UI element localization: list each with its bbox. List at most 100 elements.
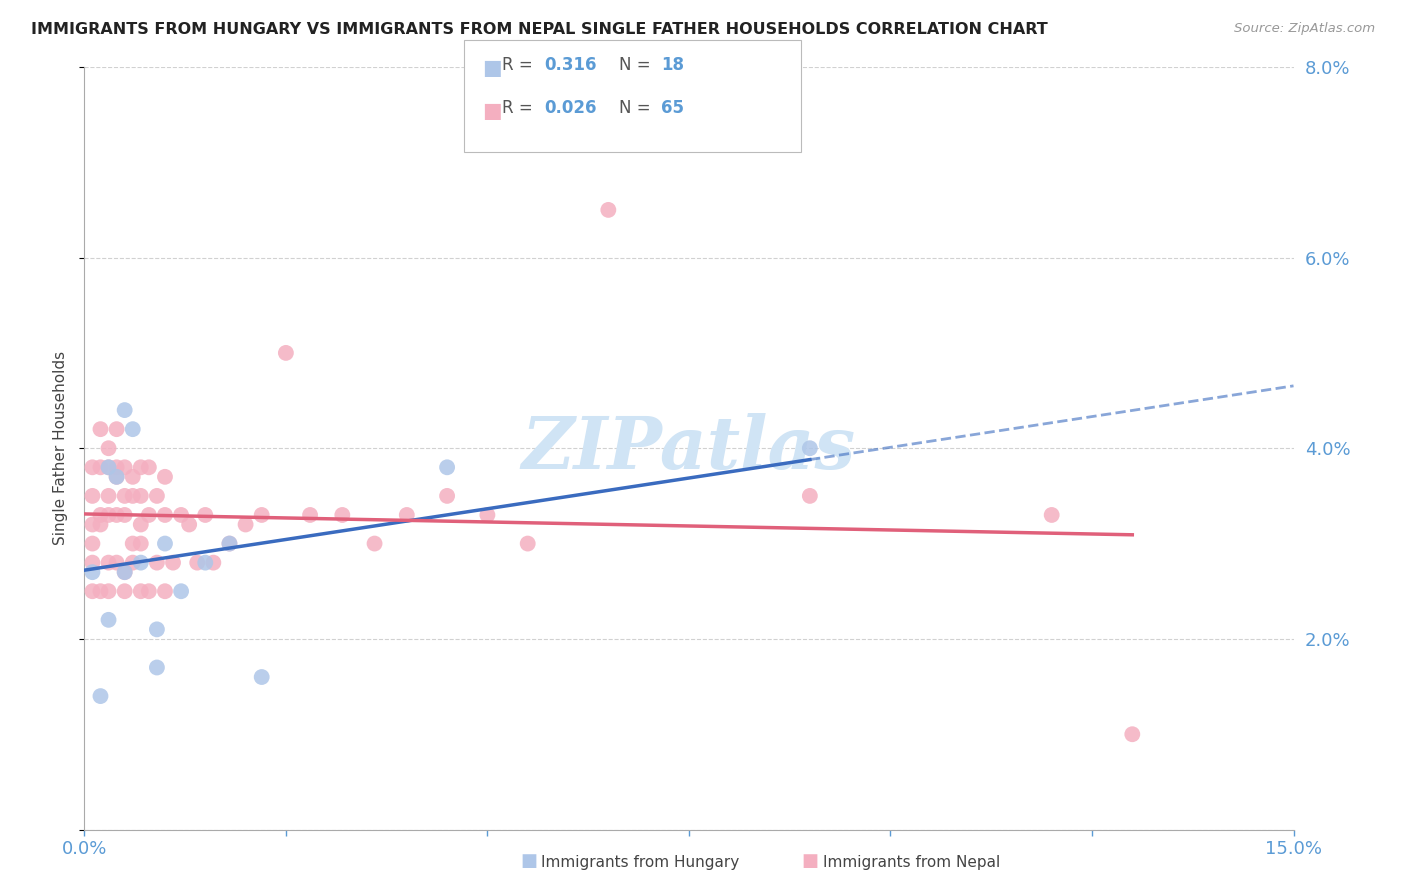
Point — [105, 470, 128, 484]
Point — [82, 584, 104, 599]
Text: 0.026: 0.026 — [544, 99, 596, 117]
Point — [194, 508, 217, 522]
Point — [250, 670, 273, 684]
Point — [114, 460, 136, 475]
Point — [395, 508, 418, 522]
Text: Immigrants from Hungary: Immigrants from Hungary — [541, 855, 740, 870]
Point — [82, 536, 104, 550]
Point — [97, 584, 120, 599]
Point — [97, 460, 120, 475]
Y-axis label: Single Father Households: Single Father Households — [53, 351, 69, 545]
Point — [89, 508, 111, 522]
Point — [114, 403, 136, 417]
Point — [1040, 508, 1063, 522]
Point — [799, 441, 821, 455]
Text: N =: N = — [619, 99, 650, 117]
Point — [105, 460, 128, 475]
Point — [82, 565, 104, 579]
Point — [138, 460, 160, 475]
Point — [1121, 727, 1143, 741]
Point — [250, 508, 273, 522]
Point — [436, 460, 458, 475]
Point — [89, 422, 111, 436]
Text: Immigrants from Nepal: Immigrants from Nepal — [823, 855, 1000, 870]
Point — [129, 556, 152, 570]
Point — [162, 556, 184, 570]
Point — [129, 489, 152, 503]
Text: ■: ■ — [801, 852, 818, 870]
Point — [146, 489, 169, 503]
Text: 0.316: 0.316 — [544, 56, 596, 74]
Text: ZIPatlas: ZIPatlas — [522, 413, 856, 483]
Point — [114, 584, 136, 599]
Point — [121, 422, 143, 436]
Point — [105, 508, 128, 522]
Point — [121, 470, 143, 484]
Point — [218, 536, 240, 550]
Point — [121, 489, 143, 503]
Point — [194, 556, 217, 570]
Text: IMMIGRANTS FROM HUNGARY VS IMMIGRANTS FROM NEPAL SINGLE FATHER HOUSEHOLDS CORREL: IMMIGRANTS FROM HUNGARY VS IMMIGRANTS FR… — [31, 22, 1047, 37]
Point — [105, 556, 128, 570]
Point — [82, 489, 104, 503]
Point — [129, 536, 152, 550]
Point — [114, 565, 136, 579]
Text: Source: ZipAtlas.com: Source: ZipAtlas.com — [1234, 22, 1375, 36]
Point — [274, 346, 297, 360]
Point — [89, 584, 111, 599]
Text: ■: ■ — [482, 58, 502, 78]
Point — [121, 556, 143, 570]
Text: R =: R = — [502, 56, 533, 74]
Point — [146, 556, 169, 570]
Point — [330, 508, 353, 522]
Point — [146, 623, 169, 637]
Point — [114, 489, 136, 503]
Point — [235, 517, 257, 532]
Point — [97, 556, 120, 570]
Point — [170, 584, 193, 599]
Point — [89, 517, 111, 532]
Text: ■: ■ — [482, 101, 502, 120]
Point — [153, 584, 176, 599]
Text: R =: R = — [502, 99, 533, 117]
Point — [129, 460, 152, 475]
Point — [97, 508, 120, 522]
Point — [97, 613, 120, 627]
Point — [138, 508, 160, 522]
Text: 18: 18 — [661, 56, 683, 74]
Point — [121, 536, 143, 550]
Point — [129, 517, 152, 532]
Text: N =: N = — [619, 56, 650, 74]
Point — [82, 556, 104, 570]
Point — [153, 470, 176, 484]
Point — [97, 460, 120, 475]
Point — [105, 422, 128, 436]
Point — [82, 517, 104, 532]
Point — [363, 536, 385, 550]
Point — [105, 470, 128, 484]
Point — [179, 517, 201, 532]
Point — [82, 460, 104, 475]
Point — [89, 460, 111, 475]
Point — [97, 441, 120, 455]
Text: ■: ■ — [520, 852, 537, 870]
Point — [138, 584, 160, 599]
Point — [114, 508, 136, 522]
Point — [153, 536, 176, 550]
Point — [799, 489, 821, 503]
Point — [477, 508, 499, 522]
Text: 65: 65 — [661, 99, 683, 117]
Point — [218, 536, 240, 550]
Point — [202, 556, 225, 570]
Point — [129, 584, 152, 599]
Point — [146, 660, 169, 674]
Point — [299, 508, 322, 522]
Point — [153, 508, 176, 522]
Point — [516, 536, 538, 550]
Point — [114, 565, 136, 579]
Point — [170, 508, 193, 522]
Point — [598, 202, 620, 217]
Point — [186, 556, 208, 570]
Point — [436, 489, 458, 503]
Point — [97, 489, 120, 503]
